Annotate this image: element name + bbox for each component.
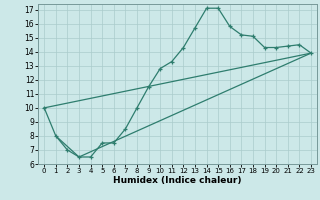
X-axis label: Humidex (Indice chaleur): Humidex (Indice chaleur) — [113, 176, 242, 185]
